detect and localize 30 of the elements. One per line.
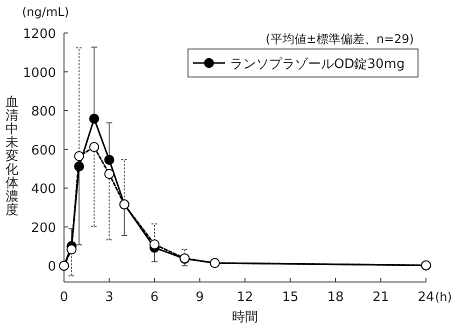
x-tick-label: 24 bbox=[418, 290, 434, 305]
point bbox=[150, 239, 160, 250]
point bbox=[74, 151, 84, 162]
x-tick-label: 0 bbox=[60, 290, 68, 305]
legend-label: ランソプラゾールOD錠30mg bbox=[230, 57, 405, 72]
annotation: (平均値±標準偏差、n=29) bbox=[266, 32, 414, 46]
x-tick-label: 12 bbox=[236, 290, 254, 305]
x-tick-label: 15 bbox=[282, 290, 299, 305]
y-tick-label: 800 bbox=[31, 104, 56, 120]
x-axis-title: 時間 bbox=[232, 310, 258, 325]
point bbox=[104, 168, 114, 179]
y-tick-label: 200 bbox=[31, 220, 56, 236]
y-tick-label: 1200 bbox=[22, 27, 56, 42]
x-tick-label: 6 bbox=[150, 290, 159, 305]
text: 血清中未変化体濃度 bbox=[6, 95, 18, 218]
text: (h) bbox=[435, 290, 452, 304]
y-tick-label: 1000 bbox=[22, 66, 56, 81]
x-tick-label: 18 bbox=[327, 290, 344, 305]
point bbox=[104, 154, 114, 165]
point bbox=[66, 244, 77, 254]
x-tick-label: 3 bbox=[105, 290, 114, 305]
x-tick-label: 21 bbox=[372, 290, 390, 305]
y-tick-label: 0 bbox=[48, 260, 56, 275]
point bbox=[89, 142, 100, 152]
y-tick-label: 600 bbox=[31, 143, 56, 158]
x-tick-label: 9 bbox=[196, 290, 204, 305]
text: (ng/mL) bbox=[22, 5, 70, 19]
legend: ランソプラゾールOD錠30mg bbox=[188, 48, 418, 78]
point bbox=[89, 114, 100, 124]
y-tick-label: 400 bbox=[31, 182, 56, 198]
